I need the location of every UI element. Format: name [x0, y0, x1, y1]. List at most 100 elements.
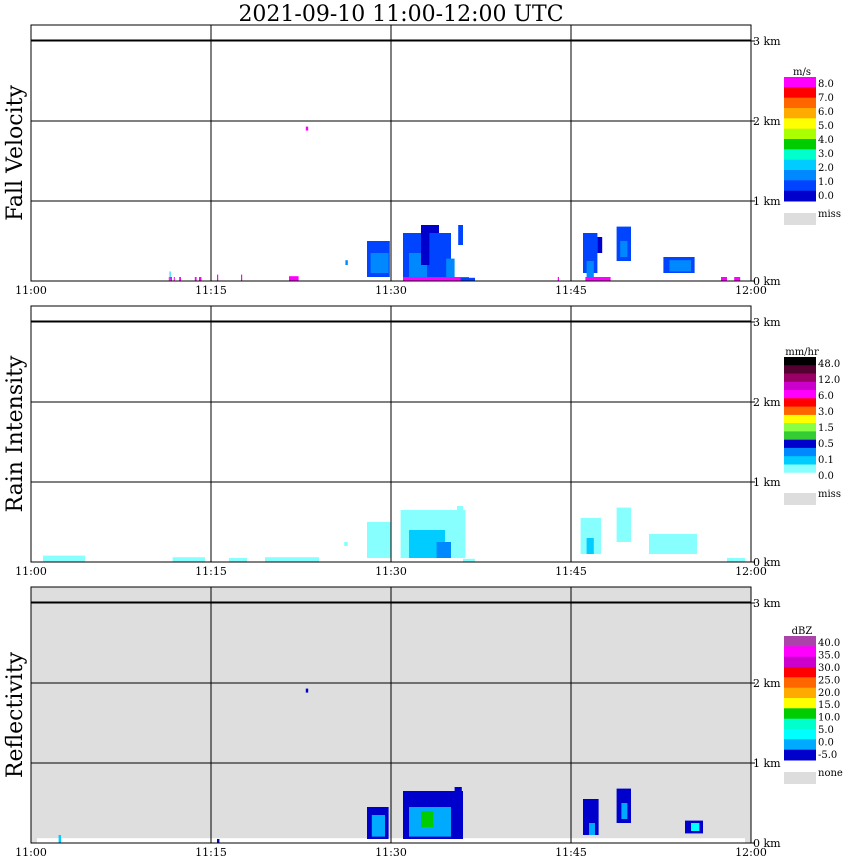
x-tick-label: 11:00 — [15, 846, 47, 859]
colorbar-swatch — [784, 170, 816, 181]
echo-cell — [621, 803, 628, 819]
colorbar-label: 7.0 — [818, 93, 834, 104]
echo-cell — [370, 253, 389, 273]
echo-cell — [460, 277, 475, 281]
colorbar-swatch — [784, 398, 816, 408]
colorbar-swatch — [784, 357, 816, 366]
colorbar-label: 4.0 — [818, 135, 834, 146]
colorbar-label: 48.0 — [818, 359, 840, 370]
colorbar-swatch — [784, 128, 816, 140]
colorbar-swatch — [784, 677, 816, 689]
echo-cell — [371, 815, 385, 837]
echo-cell — [289, 276, 299, 281]
echo-cell — [454, 787, 462, 807]
colorbar-swatch — [784, 431, 816, 441]
colorbar-swatch — [784, 406, 816, 416]
echo-cell — [649, 534, 697, 554]
echo-cell — [727, 558, 745, 562]
colorbar-label: 10.0 — [818, 713, 840, 724]
colorbar-label: 25.0 — [818, 675, 840, 686]
plot-frame — [30, 24, 752, 282]
y-tick-label: 2 km — [753, 677, 781, 690]
y-tick-label: 2 km — [753, 396, 781, 409]
colorbar-swatch — [784, 447, 816, 457]
echo-cell — [367, 522, 391, 558]
colorbar-swatch — [784, 708, 816, 720]
x-tick-label: 11:30 — [375, 565, 407, 578]
colorbar-label: 3.0 — [818, 149, 834, 160]
echo-cell — [586, 538, 594, 554]
x-tick-label: 11:00 — [15, 284, 47, 297]
echo-cell — [217, 839, 220, 843]
y-tick-label: 3 km — [753, 597, 781, 610]
colorbar-label: 5.0 — [818, 725, 834, 736]
x-tick-label: 11:15 — [195, 284, 227, 297]
colorbar-swatch — [784, 667, 816, 678]
echo-cell — [169, 271, 171, 280]
colorbar-swatch — [784, 698, 816, 709]
x-tick-label: 11:45 — [555, 284, 587, 297]
colorbar-swatch — [784, 190, 816, 202]
colorbar-label: 0.0 — [818, 471, 834, 482]
colorbar-label: 0.1 — [818, 455, 834, 466]
colorbar-unit: m/s — [793, 67, 811, 78]
colorbar-label: 15.0 — [818, 700, 840, 711]
colorbar-missing-swatch — [784, 493, 816, 505]
x-tick-label: 11:45 — [555, 565, 587, 578]
colorbar-swatch — [784, 656, 816, 668]
colorbar-swatch — [784, 118, 816, 130]
echo-cell — [586, 261, 594, 277]
colorbar-label: 40.0 — [818, 638, 840, 649]
colorbar-label: 6.0 — [818, 391, 834, 402]
plot-frame — [30, 586, 752, 844]
colorbar-swatch — [784, 373, 816, 383]
y-tick-label: 0 km — [753, 837, 781, 850]
echo-cell — [557, 277, 559, 281]
echo-cell — [305, 126, 309, 131]
x-tick-label: 12:00 — [735, 846, 767, 859]
echo-cell — [403, 277, 469, 281]
colorbar-swatch — [784, 636, 816, 647]
colorbar-label: 6.0 — [818, 107, 834, 118]
colorbar-swatch — [784, 108, 816, 119]
colorbar-label: 2.0 — [818, 163, 834, 174]
panel-ylabel: Reflectivity — [3, 651, 28, 778]
x-tick-label: 12:00 — [735, 565, 767, 578]
colorbar-swatch — [784, 464, 816, 474]
colorbar-unit: dBZ — [792, 626, 813, 637]
y-tick-label: 3 km — [753, 35, 781, 48]
echo-cell — [229, 558, 247, 562]
colorbar-label: 8.0 — [818, 79, 834, 90]
echo-cell — [585, 277, 611, 281]
colorbar-label: 20.0 — [818, 688, 840, 699]
colorbar-label: 0.0 — [818, 191, 834, 202]
echo-cell — [179, 277, 181, 281]
colorbar-swatch — [784, 365, 816, 375]
echo-cell — [457, 506, 463, 526]
echo-cell — [436, 542, 451, 558]
panel-rain-intensity: 0 km 1 km 2 km 3 km 11:00 11:15 11:30 11:45 12:0… — [3, 305, 841, 578]
colorbar-swatch — [784, 180, 816, 192]
echo-cell — [199, 277, 202, 281]
x-tick-label: 11:15 — [195, 565, 227, 578]
figure-title: 2021-09-10 11:00-12:00 UTC — [238, 2, 563, 27]
colorbar-missing-swatch — [784, 772, 816, 784]
echo-cell — [241, 274, 243, 281]
x-tick-label: 11:30 — [375, 284, 407, 297]
panel-ylabel: Rain Intensity — [3, 355, 28, 512]
y-tick-label: 0 km — [753, 275, 781, 288]
colorbar-swatch — [784, 729, 816, 740]
echo-cell — [43, 555, 85, 562]
y-tick-label: 0 km — [753, 556, 781, 569]
colorbar-label: -5.0 — [818, 750, 837, 761]
colorbar-swatch — [784, 739, 816, 751]
echo-cell — [597, 237, 603, 253]
colorbar-swatch — [784, 77, 816, 88]
echo-cell — [734, 277, 741, 281]
echo-cell — [265, 557, 319, 562]
colorbar-unit: mm/hr — [785, 347, 819, 358]
echo-cell — [58, 835, 61, 843]
colorbar-label: 5.0 — [818, 121, 834, 132]
echo-cell — [173, 277, 175, 281]
